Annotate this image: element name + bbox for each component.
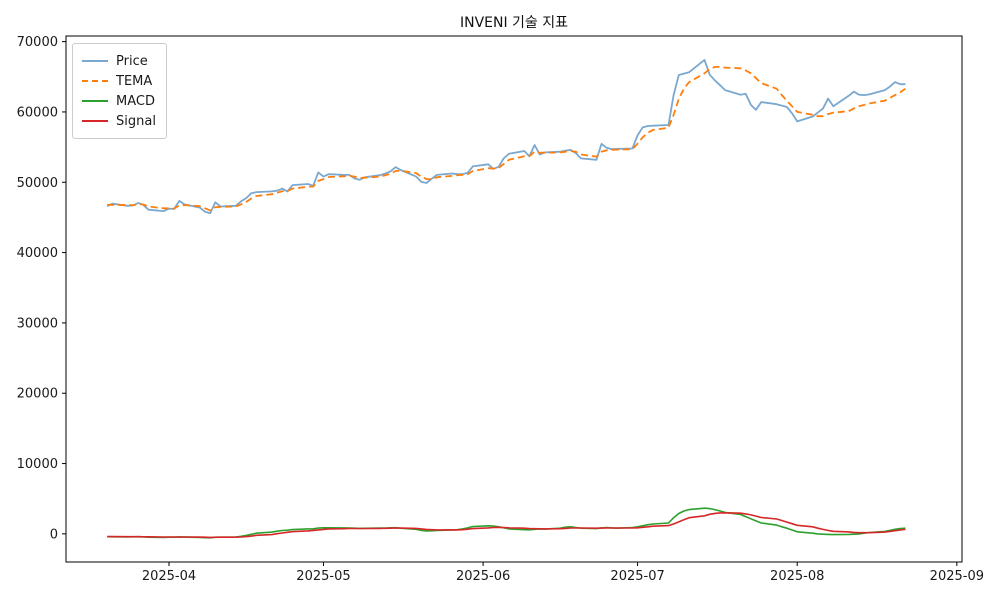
legend-label: Signal [116, 113, 156, 129]
signal-line-sample [82, 120, 108, 122]
legend-label: MACD [116, 93, 155, 109]
y-tick-label: 70000 [17, 35, 58, 50]
x-tick-label: 2025-09 [930, 569, 984, 584]
x-tick-label: 2025-05 [296, 569, 350, 584]
chart-title: INVENI 기술 지표 [459, 15, 569, 31]
y-tick-label: 10000 [17, 457, 58, 472]
legend-item-tema: TEMA [82, 71, 156, 91]
plot-frame [65, 35, 963, 563]
tema-line-sample [82, 80, 108, 82]
x-tick-label: 2025-07 [610, 569, 664, 584]
x-tick-label: 2025-04 [142, 569, 196, 584]
tema-line [107, 66, 906, 212]
price-line-sample [82, 60, 108, 62]
price-line [106, 59, 906, 215]
x-tick-label: 2025-08 [770, 569, 824, 584]
signal-line [107, 511, 906, 539]
y-tick-label: 60000 [17, 105, 58, 120]
legend-label: TEMA [116, 73, 153, 89]
y-tick-label: 20000 [17, 387, 58, 402]
legend-label: Price [116, 53, 148, 69]
y-tick-label: 30000 [17, 316, 58, 331]
legend-item-macd: MACD [82, 91, 156, 111]
y-tick-label: 50000 [17, 176, 58, 191]
legend-item-price: Price [82, 51, 156, 71]
legend-item-signal: Signal [82, 111, 156, 131]
macd-line [107, 507, 906, 539]
x-tick-label: 2025-06 [456, 569, 510, 584]
y-tick-label: 40000 [17, 246, 58, 261]
y-tick-label: 0 [50, 527, 58, 542]
macd-line-sample [82, 100, 108, 102]
legend: Price TEMA MACD Signal [72, 43, 167, 139]
